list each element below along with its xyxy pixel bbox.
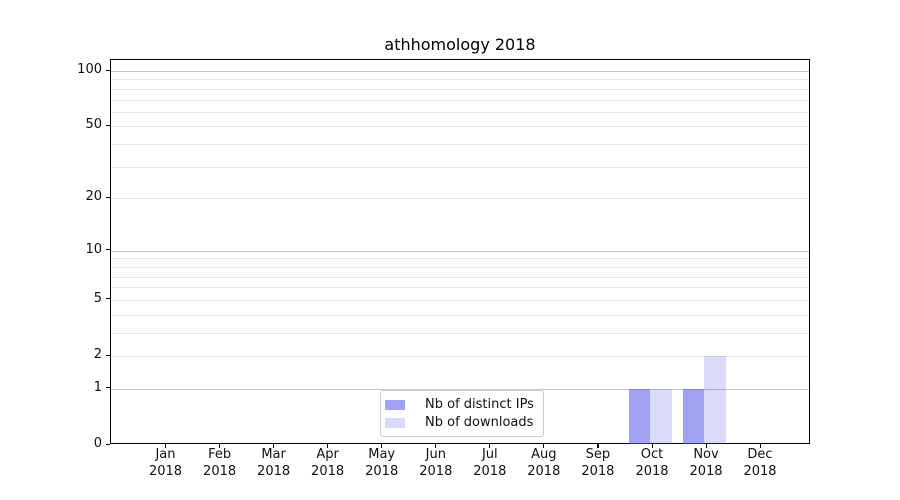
x-tick-year-label: 2018: [419, 463, 453, 479]
x-tick-year-label: 2018: [473, 463, 507, 479]
x-tick-mark: [327, 444, 329, 448]
gridline-minor: [111, 88, 809, 90]
y-tick-mark: [106, 249, 110, 251]
y-tick-mark: [106, 354, 110, 356]
x-tick-year-label: 2018: [365, 463, 399, 479]
x-tick-year-label: 2018: [689, 463, 723, 479]
x-tick-month-label: May: [368, 447, 396, 462]
gridline-major: [111, 388, 809, 390]
y-tick-label: 50: [85, 117, 102, 133]
y-tick-label: 2: [93, 347, 102, 362]
legend-item-downloads: Nb of downloads: [385, 414, 535, 431]
bar-nb-of-distinct-ips: [683, 388, 704, 444]
x-tick-mark: [435, 444, 437, 448]
gridline-minor: [111, 126, 809, 128]
x-tick-label: Aug 2018: [514, 447, 574, 480]
gridline-minor: [111, 79, 809, 81]
gridline-minor: [111, 287, 809, 289]
legend: Nb of distinct IPs Nb of downloads: [380, 390, 544, 437]
x-tick-mark: [381, 444, 383, 448]
gridline-minor: [111, 332, 809, 334]
y-tick-mark: [106, 443, 110, 445]
x-tick-month-label: Feb: [208, 447, 232, 462]
x-tick-mark: [219, 444, 221, 448]
x-tick-month-label: Nov: [693, 447, 719, 462]
x-tick-month-label: Jan: [155, 447, 176, 462]
x-tick-label: May 2018: [352, 447, 412, 480]
x-tick-year-label: 2018: [311, 463, 345, 479]
gridline-major: [111, 71, 809, 72]
x-tick-mark: [597, 444, 599, 448]
y-tick-label: 100: [77, 62, 102, 77]
y-tick-label: 0: [93, 436, 102, 451]
y-tick-label: 10: [85, 241, 102, 257]
x-tick-label: Jun 2018: [406, 447, 466, 480]
chart-title: athhomology 2018: [384, 35, 536, 54]
x-tick-mark: [273, 444, 275, 448]
x-tick-month-label: Sep: [585, 447, 611, 462]
y-tick-mark: [106, 124, 110, 127]
x-tick-year-label: 2018: [743, 463, 777, 479]
y-tick-mark: [106, 69, 110, 71]
gridline-major: [111, 250, 809, 252]
x-tick-month-label: Oct: [640, 447, 664, 462]
x-tick-year-label: 2018: [203, 463, 237, 479]
legend-swatch-distinct-ips: [385, 399, 405, 410]
gridline-minor: [111, 299, 809, 301]
gridline-minor: [111, 166, 809, 168]
legend-label-downloads: Nb of downloads: [425, 415, 534, 430]
gridline-minor: [111, 356, 809, 357]
legend-swatch-downloads: [385, 417, 405, 428]
y-tick-mark: [106, 196, 110, 198]
y-tick-mark: [106, 298, 110, 300]
x-tick-mark: [489, 444, 491, 448]
y-tick-label: 1: [93, 379, 102, 395]
gridline-minor: [111, 258, 809, 260]
x-tick-month-label: Jul: [481, 447, 498, 462]
bar-nb-of-distinct-ips: [629, 388, 650, 444]
gridline-minor: [111, 198, 809, 200]
x-tick-month-label: Jun: [425, 447, 446, 462]
y-tick-mark: [106, 387, 110, 389]
x-tick-mark: [651, 444, 653, 448]
x-tick-label: Oct 2018: [622, 447, 682, 480]
x-tick-year-label: 2018: [581, 463, 615, 479]
x-tick-year-label: 2018: [257, 463, 291, 479]
gridline-minor: [111, 314, 809, 316]
x-tick-label: Feb 2018: [190, 447, 250, 480]
gridline-minor: [111, 99, 809, 101]
gridline-minor: [111, 144, 809, 146]
x-tick-label: Nov 2018: [676, 447, 736, 480]
x-tick-month-label: Dec: [747, 447, 773, 462]
gridline-minor: [111, 276, 809, 278]
x-tick-mark: [165, 444, 167, 448]
x-tick-label: Sep 2018: [568, 447, 628, 480]
x-tick-label: Jan 2018: [136, 447, 196, 480]
plot-area: Nb of distinct IPs Nb of downloads: [110, 59, 810, 444]
legend-item-distinct-ips: Nb of distinct IPs: [385, 396, 535, 413]
x-tick-label: Dec 2018: [730, 447, 790, 480]
gridline-minor: [111, 111, 809, 113]
x-tick-year-label: 2018: [148, 463, 183, 479]
x-tick-year-label: 2018: [635, 463, 669, 479]
bar-nb-of-downloads: [650, 388, 672, 444]
bar-nb-of-downloads: [704, 356, 726, 444]
x-tick-month-label: Mar: [261, 447, 286, 462]
x-tick-label: Mar 2018: [244, 447, 304, 480]
x-tick-mark: [759, 444, 761, 448]
x-tick-month-label: Aug: [531, 447, 557, 462]
y-tick-label: 20: [85, 189, 102, 205]
x-tick-mark: [543, 444, 545, 448]
legend-label-distinct-ips: Nb of distinct IPs: [425, 397, 534, 412]
x-tick-label: Apr 2018: [298, 447, 358, 480]
x-tick-mark: [705, 444, 707, 448]
y-tick-label: 5: [93, 290, 102, 306]
x-tick-month-label: Apr: [316, 447, 339, 462]
x-tick-label: Jul 2018: [460, 447, 520, 480]
x-tick-year-label: 2018: [527, 463, 561, 479]
gridline-minor: [111, 266, 809, 268]
